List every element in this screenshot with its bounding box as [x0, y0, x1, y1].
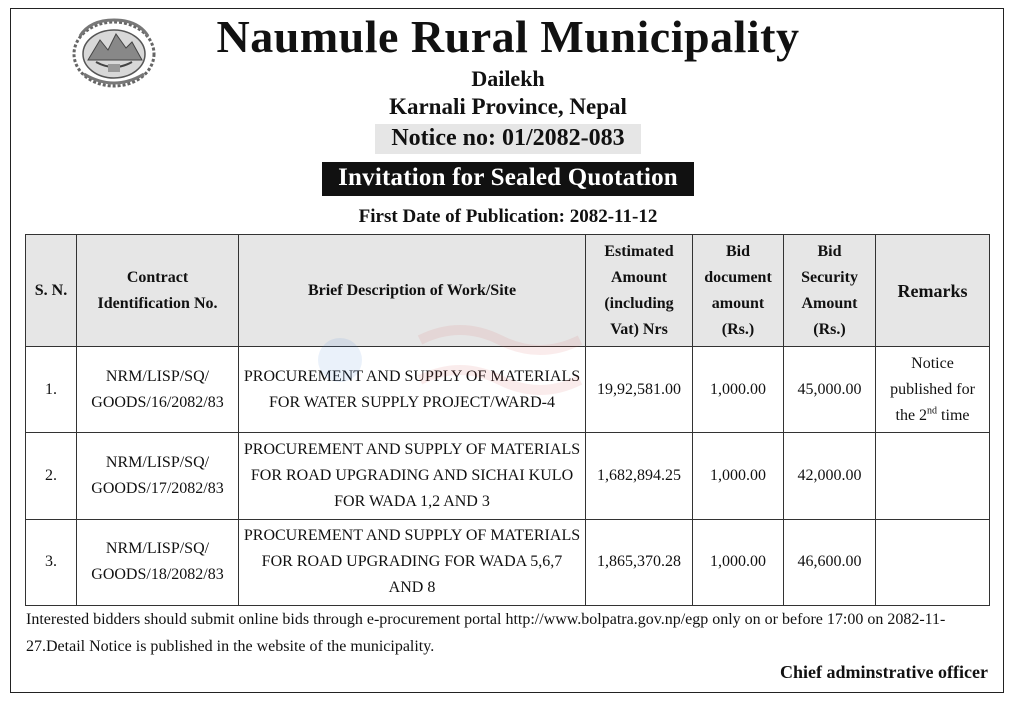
row-description: PROCUREMENT AND SUPPLY OF MATERIALS FOR … — [238, 345, 586, 434]
row-contract-id: NRM/LISP/SQ/ GOODS/18/2082/83 — [76, 518, 239, 607]
row-bid-document-amount: 1,000.00 — [692, 518, 784, 607]
table-row: 3. NRM/LISP/SQ/ GOODS/18/2082/83 PROCURE… — [25, 518, 990, 607]
nepal-emblem-icon — [72, 18, 156, 88]
table-header-row: S. N. Contract Identification No. Brief … — [25, 234, 990, 347]
row-bid-document-amount: 1,000.00 — [692, 432, 784, 520]
signatory: Chief adminstrative officer — [780, 662, 988, 682]
row-remarks: Notice published for the 2nd time — [875, 345, 990, 434]
row-contract-id: NRM/LISP/SQ/ GOODS/16/2082/83 — [76, 345, 239, 434]
remarks-text: Notice published for the 2 — [890, 354, 975, 424]
row-bid-document-amount: 1,000.00 — [692, 345, 784, 434]
submission-instructions: Interested bidders should submit online … — [26, 611, 946, 655]
district-name: Dailekh — [471, 66, 545, 91]
province-name: Karnali Province, Nepal — [389, 94, 627, 119]
remarks-text-end: time — [937, 406, 970, 424]
row-contract-id: NRM/LISP/SQ/ GOODS/17/2082/83 — [76, 432, 239, 520]
notice-frame — [10, 8, 1004, 693]
row-remarks — [875, 518, 990, 607]
row-estimated-amount: 1,682,894.25 — [585, 432, 693, 520]
notice-number-row: Notice no: 01/2082-083 — [0, 124, 1016, 154]
header-description: Brief Description of Work/Site — [238, 234, 586, 347]
row-remarks — [875, 432, 990, 520]
bid-table: S. N. Contract Identification No. Brief … — [25, 234, 990, 607]
remarks-superscript: nd — [927, 405, 938, 417]
invitation-banner: Invitation for Sealed Quotation — [322, 162, 694, 196]
header-bid-security-amount: Bid Security Amount (Rs.) — [783, 234, 876, 347]
row-estimated-amount: 1,865,370.28 — [585, 518, 693, 607]
publication-date: First Date of Publication: 2082-11-12 — [358, 206, 658, 227]
header-contract-id: Contract Identification No. — [76, 234, 239, 347]
notice-number: Notice no: 01/2082-083 — [375, 124, 641, 154]
row-bid-security-amount: 42,000.00 — [783, 432, 876, 520]
header-estimated-amount: Estimated Amount (including Vat) Nrs — [585, 234, 693, 347]
row-sn: 2. — [25, 432, 77, 520]
header-bid-document-amount: Bid document amount (Rs.) — [692, 234, 784, 347]
row-estimated-amount: 19,92,581.00 — [585, 345, 693, 434]
invitation-banner-row: Invitation for Sealed Quotation — [0, 162, 1016, 196]
row-bid-security-amount: 45,000.00 — [783, 345, 876, 434]
table-row: 2. NRM/LISP/SQ/ GOODS/17/2082/83 PROCURE… — [25, 432, 990, 520]
row-description: PROCUREMENT AND SUPPLY OF MATERIALS FOR … — [238, 432, 586, 520]
table-row: 1. NRM/LISP/SQ/ GOODS/16/2082/83 PROCURE… — [25, 345, 990, 434]
row-sn: 3. — [25, 518, 77, 607]
header-sn: S. N. — [25, 234, 77, 347]
row-sn: 1. — [25, 345, 77, 434]
row-description: PROCUREMENT AND SUPPLY OF MATERIALS FOR … — [238, 518, 586, 607]
header-remarks: Remarks — [875, 234, 990, 347]
row-bid-security-amount: 46,600.00 — [783, 518, 876, 607]
page-title: Naumule Rural Municipality — [216, 11, 800, 62]
